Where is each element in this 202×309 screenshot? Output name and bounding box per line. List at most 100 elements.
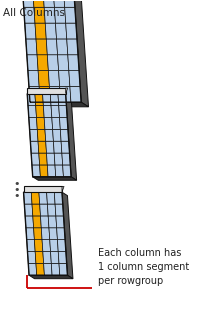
Polygon shape <box>48 70 60 87</box>
Polygon shape <box>37 117 45 129</box>
Polygon shape <box>36 263 44 275</box>
Polygon shape <box>41 228 50 240</box>
Polygon shape <box>37 55 48 70</box>
Polygon shape <box>60 87 71 102</box>
Polygon shape <box>24 204 33 216</box>
Polygon shape <box>39 87 50 102</box>
Polygon shape <box>57 240 66 252</box>
Polygon shape <box>50 240 58 252</box>
Polygon shape <box>55 204 64 216</box>
Polygon shape <box>60 129 69 141</box>
Polygon shape <box>53 0 65 7</box>
Polygon shape <box>47 55 59 70</box>
Polygon shape <box>51 106 60 117</box>
Polygon shape <box>45 23 57 39</box>
Text: •: • <box>13 179 20 189</box>
Polygon shape <box>59 263 67 275</box>
Polygon shape <box>35 252 44 263</box>
Polygon shape <box>33 177 77 180</box>
Polygon shape <box>24 192 32 204</box>
Polygon shape <box>46 39 58 55</box>
Polygon shape <box>27 240 35 252</box>
Polygon shape <box>29 117 37 129</box>
Polygon shape <box>45 129 53 141</box>
Polygon shape <box>54 192 63 204</box>
Polygon shape <box>46 153 55 165</box>
Polygon shape <box>44 263 52 275</box>
Polygon shape <box>66 88 68 94</box>
Polygon shape <box>49 228 57 240</box>
Polygon shape <box>57 39 68 55</box>
Polygon shape <box>30 102 88 107</box>
Polygon shape <box>36 39 47 55</box>
Polygon shape <box>37 129 46 141</box>
Polygon shape <box>31 153 40 165</box>
Polygon shape <box>67 39 78 55</box>
Polygon shape <box>62 186 64 192</box>
Polygon shape <box>43 106 52 117</box>
Polygon shape <box>25 216 34 228</box>
Polygon shape <box>32 165 40 177</box>
Polygon shape <box>65 7 76 23</box>
Polygon shape <box>40 165 48 177</box>
Polygon shape <box>28 106 37 117</box>
Polygon shape <box>66 94 77 180</box>
Polygon shape <box>62 153 70 165</box>
Polygon shape <box>59 106 67 117</box>
Text: •: • <box>13 191 20 201</box>
Polygon shape <box>54 153 63 165</box>
Polygon shape <box>44 7 56 23</box>
Polygon shape <box>28 263 37 275</box>
Polygon shape <box>44 117 53 129</box>
Text: Each column has
1 column segment
per rowgroup: Each column has 1 column segment per row… <box>98 248 189 286</box>
Polygon shape <box>33 0 44 7</box>
Polygon shape <box>39 153 47 165</box>
Polygon shape <box>66 23 77 39</box>
Polygon shape <box>26 39 37 55</box>
Polygon shape <box>56 216 64 228</box>
Polygon shape <box>62 192 73 279</box>
Polygon shape <box>57 228 65 240</box>
Polygon shape <box>35 94 43 106</box>
Polygon shape <box>50 252 59 263</box>
Polygon shape <box>42 240 50 252</box>
Polygon shape <box>43 0 54 7</box>
Polygon shape <box>36 106 44 117</box>
Polygon shape <box>47 165 56 177</box>
Polygon shape <box>27 88 66 94</box>
Polygon shape <box>38 70 49 87</box>
Polygon shape <box>53 141 62 153</box>
Polygon shape <box>58 252 67 263</box>
Polygon shape <box>43 252 51 263</box>
Polygon shape <box>64 0 75 7</box>
Polygon shape <box>27 94 36 106</box>
Polygon shape <box>40 216 49 228</box>
Polygon shape <box>63 165 71 177</box>
Polygon shape <box>29 275 73 279</box>
Polygon shape <box>27 55 38 70</box>
Polygon shape <box>74 0 88 107</box>
Polygon shape <box>52 117 60 129</box>
Polygon shape <box>46 141 54 153</box>
Polygon shape <box>38 141 46 153</box>
Polygon shape <box>59 70 70 87</box>
Polygon shape <box>40 204 48 216</box>
Polygon shape <box>47 192 55 204</box>
Polygon shape <box>55 165 63 177</box>
Polygon shape <box>30 141 39 153</box>
Polygon shape <box>29 87 40 102</box>
Polygon shape <box>25 23 36 39</box>
Polygon shape <box>26 228 34 240</box>
Polygon shape <box>31 192 40 204</box>
Polygon shape <box>58 55 69 70</box>
Polygon shape <box>24 186 62 192</box>
Polygon shape <box>56 23 67 39</box>
Polygon shape <box>24 7 35 23</box>
Polygon shape <box>33 216 41 228</box>
Polygon shape <box>23 0 34 7</box>
Polygon shape <box>49 87 61 102</box>
Polygon shape <box>43 94 51 106</box>
Polygon shape <box>69 70 80 87</box>
Polygon shape <box>54 7 66 23</box>
Text: All Columns: All Columns <box>2 8 64 18</box>
